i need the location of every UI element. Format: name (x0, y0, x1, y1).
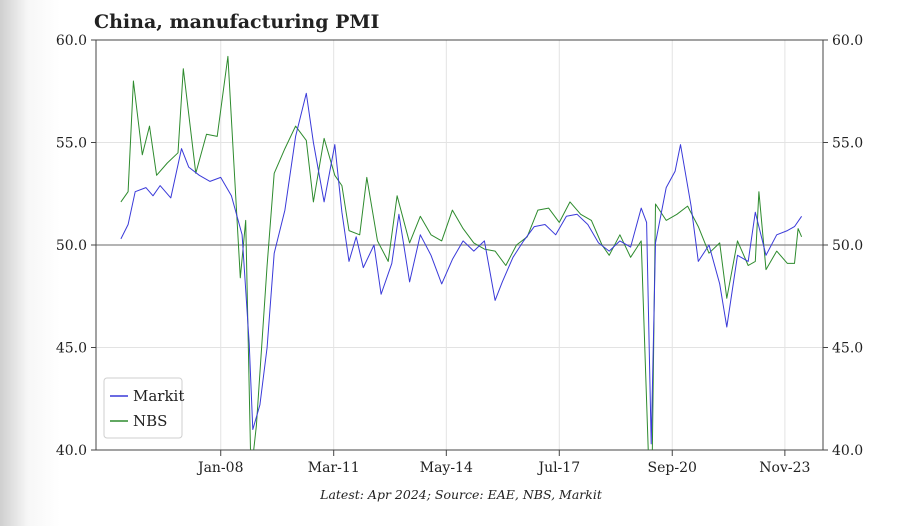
y-tick-label: 55.0 (56, 136, 87, 152)
series-line-markit (120, 92, 803, 445)
chart-title: China, manufacturing PMI (94, 11, 379, 33)
x-tick-label: Jan-08 (196, 460, 244, 476)
x-tick-label: Mar-11 (308, 460, 360, 476)
series-line-nbs (120, 55, 803, 450)
y-tick-label-right: 60.0 (832, 33, 863, 49)
x-tick-label: Sep-20 (648, 460, 697, 476)
y-tick-label-right: 55.0 (832, 136, 863, 152)
legend-label-markit: Markit (133, 387, 184, 405)
legend-box (103, 377, 183, 439)
y-tick-label: 60.0 (56, 33, 87, 49)
chart-footer: Latest: Apr 2024; Source: EAE, NBS, Mark… (319, 487, 603, 502)
x-tick-label: May-14 (420, 460, 473, 476)
grid (96, 39, 823, 451)
y-tick-label: 50.0 (56, 238, 87, 254)
y-tick-label: 40.0 (56, 443, 87, 459)
y-tick-label: 45.0 (56, 341, 87, 357)
y-tick-label-right: 50.0 (832, 238, 863, 254)
y-tick-label-right: 45.0 (832, 341, 863, 357)
y-tick-label-right: 40.0 (832, 443, 863, 459)
x-tick-label: Nov-23 (759, 460, 810, 476)
x-tick-label: Jul-17 (536, 460, 580, 476)
legend: Markit NBS (103, 377, 184, 439)
series-layer (120, 55, 803, 450)
legend-label-nbs: NBS (133, 412, 167, 430)
axes-layer: 40.0 40.0 45.0 45.0 50.0 50.0 55.0 55.0 60.0 60.0… (56, 33, 863, 476)
